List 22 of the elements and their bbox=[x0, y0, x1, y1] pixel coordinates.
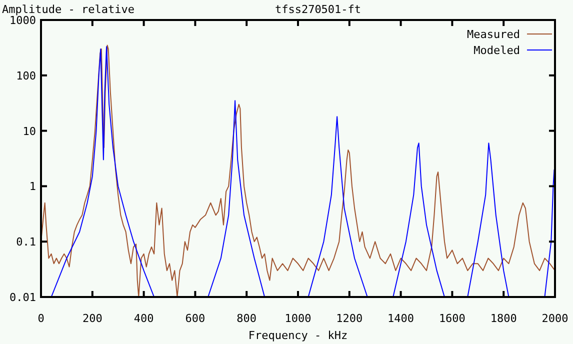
x-tick-label: 200 bbox=[82, 312, 102, 325]
legend-label: Modeled bbox=[474, 44, 520, 57]
chart-title: tfss270501-ft bbox=[274, 3, 362, 16]
legend-label: Measured bbox=[467, 28, 520, 41]
x-tick-label: 1600 bbox=[438, 312, 466, 325]
x-tick-label: 600 bbox=[185, 312, 206, 325]
y-tick-label: 0.01 bbox=[10, 291, 36, 304]
x-tick-label: 800 bbox=[236, 312, 257, 325]
y-axis-title: Amplitude - relative bbox=[2, 3, 134, 16]
y-tick-label: 100 bbox=[16, 69, 36, 82]
x-tick-label: 1400 bbox=[388, 312, 414, 325]
y-tick-label: 0.1 bbox=[16, 236, 36, 249]
x-tick-label: 400 bbox=[134, 312, 154, 325]
y-tick-label: 10 bbox=[22, 124, 36, 138]
x-tick-label: 0 bbox=[38, 312, 44, 325]
x-tick-label: 1800 bbox=[490, 312, 517, 325]
x-tick-label: 1200 bbox=[336, 312, 363, 325]
x-tick-label: 2000 bbox=[542, 312, 568, 325]
x-axis-title: Frequency - kHz bbox=[248, 329, 348, 342]
y-tick-label: 1 bbox=[29, 180, 36, 194]
x-tick-label: 1000 bbox=[284, 312, 312, 325]
y-tick-label: 1000 bbox=[10, 14, 36, 27]
